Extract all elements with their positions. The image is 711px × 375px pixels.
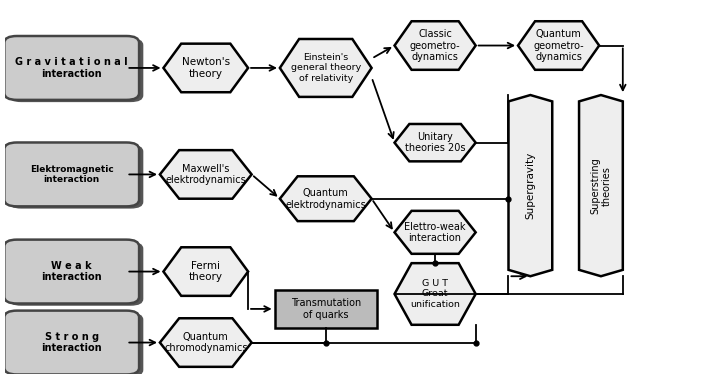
FancyBboxPatch shape bbox=[9, 38, 144, 102]
Bar bbox=[274, 290, 377, 328]
Text: Fermi
theory: Fermi theory bbox=[188, 261, 223, 282]
Text: Transmutation
of quarks: Transmutation of quarks bbox=[291, 298, 361, 320]
Text: Quantum
geometro-
dynamics: Quantum geometro- dynamics bbox=[533, 29, 584, 62]
Text: S t r o n g
interaction: S t r o n g interaction bbox=[41, 332, 102, 353]
FancyBboxPatch shape bbox=[4, 240, 139, 303]
FancyBboxPatch shape bbox=[4, 310, 139, 375]
Text: Newton's
theory: Newton's theory bbox=[182, 57, 230, 79]
Text: Elektromagnetic
interaction: Elektromagnetic interaction bbox=[30, 165, 114, 184]
Polygon shape bbox=[280, 176, 372, 221]
Polygon shape bbox=[518, 21, 599, 70]
Text: Quantum
elektrodynamics: Quantum elektrodynamics bbox=[285, 188, 366, 210]
Polygon shape bbox=[508, 95, 552, 276]
Text: G r a v i t a t i o n a l
interaction: G r a v i t a t i o n a l interaction bbox=[16, 57, 128, 79]
Text: Einstein's
general theory
of relativity: Einstein's general theory of relativity bbox=[291, 53, 361, 83]
Text: Elettro-weak
interaction: Elettro-weak interaction bbox=[405, 222, 466, 243]
Polygon shape bbox=[280, 39, 372, 97]
Text: Unitary
theories 20s: Unitary theories 20s bbox=[405, 132, 466, 153]
Polygon shape bbox=[164, 44, 248, 92]
Text: Supergravity: Supergravity bbox=[525, 152, 535, 219]
Text: W e a k
interaction: W e a k interaction bbox=[41, 261, 102, 282]
FancyBboxPatch shape bbox=[9, 313, 144, 375]
Polygon shape bbox=[160, 150, 252, 199]
Text: Superstring
theories: Superstring theories bbox=[590, 157, 611, 214]
Polygon shape bbox=[579, 95, 623, 276]
Polygon shape bbox=[395, 263, 476, 325]
Text: Maxwell's
elektrodynamics: Maxwell's elektrodynamics bbox=[166, 164, 246, 185]
FancyBboxPatch shape bbox=[4, 36, 139, 100]
Polygon shape bbox=[160, 318, 252, 367]
FancyBboxPatch shape bbox=[9, 145, 144, 208]
Polygon shape bbox=[395, 21, 476, 70]
Text: Quantum
chromodynamics: Quantum chromodynamics bbox=[164, 332, 247, 353]
Text: G U T
Great
unification: G U T Great unification bbox=[410, 279, 460, 309]
FancyBboxPatch shape bbox=[9, 242, 144, 306]
FancyBboxPatch shape bbox=[4, 142, 139, 206]
Text: Classic
geometro-
dynamics: Classic geometro- dynamics bbox=[410, 29, 461, 62]
Polygon shape bbox=[395, 124, 476, 161]
Polygon shape bbox=[395, 211, 476, 254]
Polygon shape bbox=[164, 247, 248, 296]
